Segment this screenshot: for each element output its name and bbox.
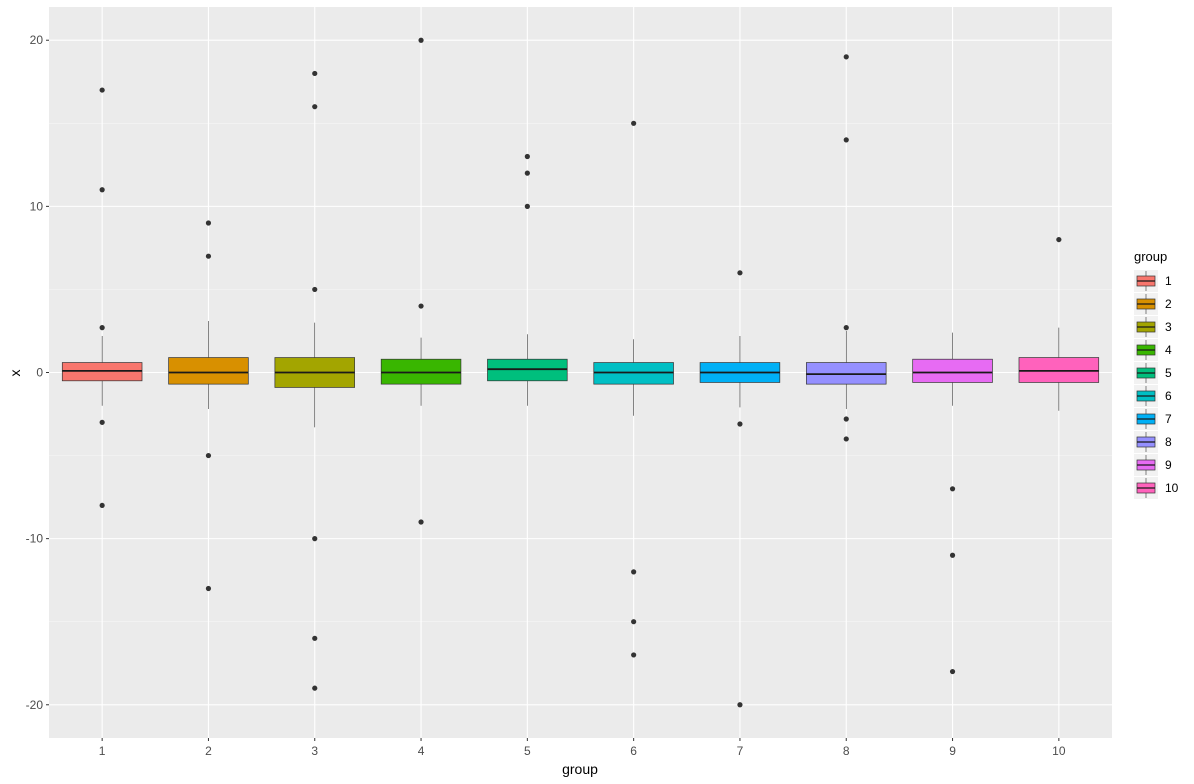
outlier-point xyxy=(205,220,212,226)
outlier-point xyxy=(99,419,105,425)
outlier-point xyxy=(205,253,212,259)
legend-label: 9 xyxy=(1165,458,1172,472)
x-tick-label: 7 xyxy=(737,744,744,758)
outlier-point xyxy=(949,486,956,492)
legend-item-1: 1 xyxy=(1134,270,1172,292)
axes-layer: -20 -10 0 10 20 1 2 3 4 5 6 7 8 9 10 xyxy=(26,33,1066,758)
outlier-point xyxy=(949,552,956,558)
outlier-point xyxy=(631,569,637,575)
outlier-point xyxy=(312,104,318,110)
y-tick-label: 20 xyxy=(30,33,44,47)
legend: group 1 2 3 4 5 6 7 8 9 10 xyxy=(1134,249,1179,499)
legend-item-10: 10 xyxy=(1134,477,1179,499)
box-group-10 xyxy=(1018,236,1100,411)
legend-label: 7 xyxy=(1165,412,1172,426)
outlier-point xyxy=(737,702,743,708)
x-tick-label: 6 xyxy=(630,744,637,758)
legend-label: 2 xyxy=(1165,297,1172,311)
legend-item-9: 9 xyxy=(1134,454,1172,476)
x-tick-label: 2 xyxy=(205,744,212,758)
outlier-point xyxy=(524,170,530,176)
outlier-point xyxy=(312,70,318,77)
outlier-point xyxy=(631,120,637,126)
legend-item-8: 8 xyxy=(1134,431,1172,453)
box-group-7 xyxy=(699,270,781,708)
outlier-point xyxy=(99,187,105,193)
outlier-point xyxy=(843,436,849,442)
outlier-point xyxy=(843,416,849,422)
y-tick-label: 10 xyxy=(30,199,44,213)
outlier-point xyxy=(99,502,105,509)
y-tick-label: -10 xyxy=(26,532,44,546)
legend-label: 5 xyxy=(1165,366,1172,380)
y-tick-label: -20 xyxy=(26,698,44,712)
outlier-point xyxy=(418,303,424,309)
outlier-point xyxy=(524,153,530,160)
legend-item-3: 3 xyxy=(1134,316,1172,338)
legend-item-6: 6 xyxy=(1134,385,1172,407)
legend-title: group xyxy=(1134,249,1167,264)
legend-label: 10 xyxy=(1165,481,1179,495)
outlier-point xyxy=(99,325,105,331)
legend-item-2: 2 xyxy=(1134,293,1172,315)
box xyxy=(912,358,993,383)
legend-item-7: 7 xyxy=(1134,408,1172,430)
box-group-6 xyxy=(593,120,674,658)
box-group-2 xyxy=(168,220,249,592)
outlier-point xyxy=(312,286,318,293)
outlier-point xyxy=(312,635,318,641)
y-axis-title: x xyxy=(7,370,23,377)
x-tick-label: 8 xyxy=(843,744,850,758)
x-tick-label: 10 xyxy=(1052,744,1066,758)
outlier-point xyxy=(1056,236,1062,243)
box-group-3 xyxy=(274,70,355,691)
outlier-point xyxy=(843,54,849,60)
legend-item-5: 5 xyxy=(1134,362,1172,384)
legend-label: 6 xyxy=(1165,389,1172,403)
outlier-point xyxy=(418,37,424,43)
boxes-layer xyxy=(61,37,1100,708)
x-tick-label: 4 xyxy=(418,744,425,758)
x-tick-label: 3 xyxy=(311,744,318,758)
outlier-point xyxy=(99,87,105,93)
legend-label: 1 xyxy=(1165,274,1172,288)
outlier-point xyxy=(843,137,849,143)
outlier-point xyxy=(312,536,318,542)
outlier-point xyxy=(312,685,318,691)
box-group-8 xyxy=(806,54,887,442)
legend-label: 4 xyxy=(1165,343,1172,357)
box-group-1 xyxy=(61,87,143,509)
outlier-point xyxy=(205,452,212,459)
box xyxy=(168,357,249,385)
outlier-point xyxy=(949,668,956,675)
x-tick-label: 9 xyxy=(949,744,956,758)
outlier-point xyxy=(737,421,743,427)
legend-item-4: 4 xyxy=(1134,339,1172,361)
box-group-9 xyxy=(912,332,993,675)
x-tick-label: 1 xyxy=(99,744,106,758)
legend-label: 8 xyxy=(1165,435,1172,449)
outlier-point xyxy=(737,270,743,276)
outlier-point xyxy=(843,325,849,331)
x-tick-label: 5 xyxy=(524,744,531,758)
outlier-point xyxy=(524,203,530,209)
box-group-5 xyxy=(487,153,568,406)
outlier-point xyxy=(418,519,424,525)
x-axis-title: group xyxy=(562,761,598,777)
outlier-point xyxy=(631,619,637,625)
outlier-point xyxy=(205,585,212,592)
outlier-point xyxy=(631,652,637,658)
box-group-4 xyxy=(380,37,462,525)
y-tick-label: 0 xyxy=(36,366,43,380)
legend-label: 3 xyxy=(1165,320,1172,334)
